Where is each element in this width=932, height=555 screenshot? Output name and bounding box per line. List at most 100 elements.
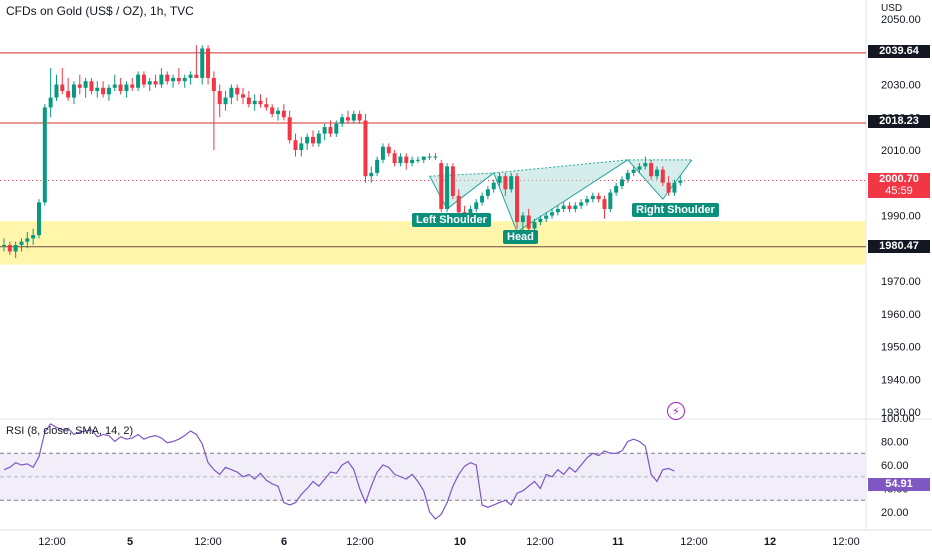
time-tick-label: 11 [612, 536, 624, 548]
candle-body [2, 244, 6, 246]
candle-body [392, 153, 397, 164]
candle-body [48, 97, 53, 108]
candle-body [672, 182, 677, 193]
candle-body [345, 117, 350, 121]
candle-body [520, 215, 525, 223]
rsi-line [3, 423, 675, 520]
candle-body [141, 74, 146, 85]
candle-body [590, 195, 595, 200]
level-1-price-tag: 2039.64 [868, 45, 930, 58]
candle-body [643, 163, 648, 167]
candle-body [625, 172, 630, 180]
candle-body [25, 238, 30, 242]
candle-body [66, 91, 71, 98]
candle-body [270, 107, 275, 114]
candle-body [369, 172, 374, 177]
candle-body [678, 180, 683, 183]
rsi-title: RSI (8, close, SMA, 14, 2) [6, 425, 134, 437]
head-label[interactable]: Head [503, 230, 538, 244]
price-tick-label: 1930.00 [881, 407, 921, 419]
candle-body [287, 117, 292, 141]
candle-body [445, 166, 450, 209]
candle-body [106, 87, 111, 95]
candle-body [334, 123, 339, 134]
price-tick-label: 1960.00 [881, 309, 921, 321]
candle-body [147, 81, 152, 85]
rsi-tick-label: 20.00 [881, 507, 909, 519]
candle-body [439, 163, 444, 209]
candle-body [182, 77, 187, 82]
candle-body [485, 189, 490, 196]
price-tick-label: 1950.00 [881, 342, 921, 354]
countdown-tag: 45:59 [868, 185, 930, 198]
candle-body [159, 74, 164, 85]
candle-body [450, 166, 455, 196]
candle-body [299, 143, 304, 150]
time-tick-label: 12:00 [38, 536, 66, 548]
candle-body [229, 87, 234, 98]
candle-body [602, 199, 607, 209]
candle-body [474, 202, 479, 209]
candle-body [136, 74, 141, 88]
level-3-price-tag: 1980.47 [868, 240, 930, 253]
rsi-tick-label: 80.00 [881, 437, 909, 449]
candle-body [404, 156, 409, 164]
price-tick-label: 2010.00 [881, 145, 921, 157]
candle-body [316, 133, 321, 144]
time-tick-label: 6 [281, 536, 287, 548]
candle-body [206, 48, 211, 78]
candle-body [36, 202, 41, 236]
candle-body [112, 84, 117, 88]
candle-body [532, 222, 537, 229]
rsi-tick-label: 100.00 [881, 413, 915, 425]
candle-body [19, 241, 24, 245]
candle-body [7, 244, 12, 252]
candle-body [124, 84, 129, 92]
candle-body [118, 84, 123, 92]
flash-icon[interactable]: ⚡ [667, 402, 685, 420]
candle-body [526, 215, 531, 229]
candle-body [503, 176, 508, 190]
left-shoulder-label[interactable]: Left Shoulder [412, 213, 491, 227]
chart-title: CFDs on Gold (US$ / OZ), 1h, TVC [6, 4, 194, 18]
time-tick-label: 5 [127, 536, 133, 548]
candle-body [398, 156, 403, 164]
candle-body [363, 120, 368, 177]
time-tick-label: 12:00 [194, 536, 222, 548]
candle-body [614, 186, 619, 193]
candle-body [13, 244, 18, 252]
candle-body [310, 136, 315, 144]
candle-body [153, 81, 158, 85]
candle-body [60, 84, 65, 92]
candle-body [608, 192, 613, 209]
currency-label: USD [881, 3, 903, 14]
candle-body [83, 81, 88, 88]
candle-body [188, 74, 193, 78]
price-tick-label: 1940.00 [881, 374, 921, 386]
candle-body [71, 84, 76, 98]
candle-body [375, 159, 380, 173]
rsi-tick-label: 60.00 [881, 460, 909, 472]
candle-body [171, 77, 176, 82]
candle-body [95, 87, 100, 92]
candle-body [567, 205, 572, 209]
candle-body [89, 81, 94, 92]
candle-body [322, 127, 327, 134]
right-shoulder-label[interactable]: Right Shoulder [632, 203, 719, 217]
candle-body [427, 156, 432, 158]
candle-body [293, 140, 298, 150]
candle-body [468, 208, 473, 216]
candle-body [77, 84, 82, 88]
candle-body [561, 205, 566, 209]
candle-body [410, 159, 415, 164]
candle-body [415, 159, 420, 161]
price-tick-label: 2030.00 [881, 80, 921, 92]
candle-body [42, 107, 47, 203]
candle-body [515, 176, 520, 223]
candle-body [235, 87, 240, 95]
time-tick-label: 12:00 [346, 536, 374, 548]
hs-pattern-fill [429, 159, 692, 232]
candle-body [357, 113, 362, 121]
